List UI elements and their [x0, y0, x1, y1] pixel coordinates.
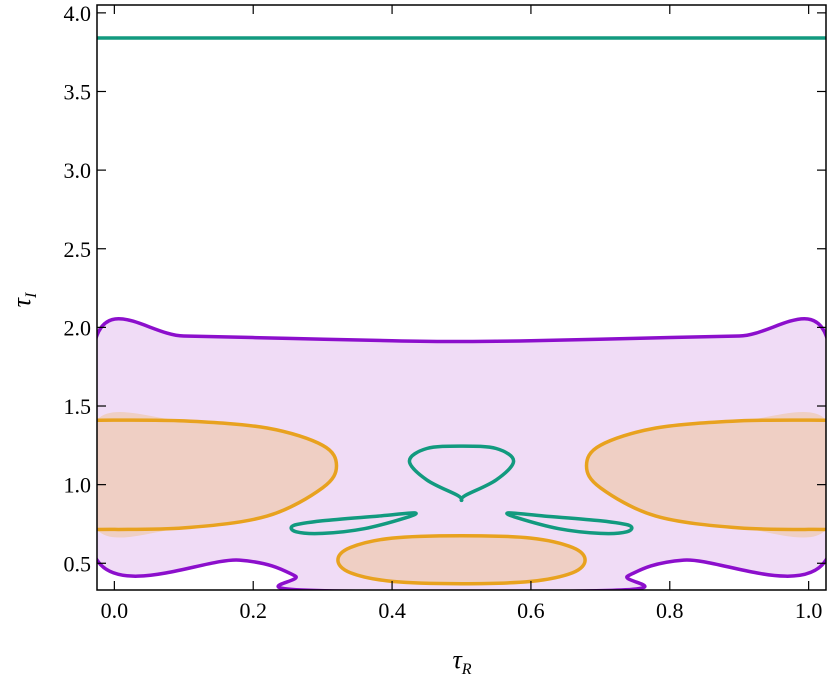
plot-frame [96, 4, 827, 591]
y-tick-label: 3.5 [64, 79, 92, 104]
x-tick-label: 0.4 [378, 598, 406, 623]
contour-line-2 [97, 418, 339, 532]
y-tick-label: 0.5 [64, 551, 92, 576]
contour-line-4 [336, 533, 587, 586]
x-tick-label: 0.6 [517, 598, 545, 623]
x-tick-label: 0.0 [101, 598, 129, 623]
y-tick-label: 1.0 [64, 473, 92, 498]
contour-line-1 [97, 316, 826, 590]
y-axis-label: τI [7, 292, 40, 307]
y-tick-label: 2.0 [64, 315, 92, 340]
x-axis-label: τR [452, 645, 471, 678]
contour-line-7 [505, 511, 634, 536]
y-axis-ticks: 0.5 1.0 1.5 2.0 2.5 3.0 3.5 4.0 [64, 1, 826, 576]
y-tick-label: 3.0 [64, 158, 92, 183]
y-tick-label: 2.5 [64, 237, 92, 262]
x-tick-label: 0.2 [239, 598, 267, 623]
contour-line-5 [407, 444, 516, 503]
contour-line-3 [584, 418, 826, 532]
contour-fill-1 [97, 318, 826, 590]
x-axis-ticks: 0.0 0.2 0.4 0.6 0.8 1.0 [101, 5, 823, 623]
x-tick-label: 0.8 [656, 598, 684, 623]
y-tick-label: 1.5 [64, 394, 92, 419]
x-tick-label: 1.0 [795, 598, 823, 623]
y-tick-label: 4.0 [64, 1, 92, 26]
contour-lines [97, 36, 826, 590]
contour-fills [97, 318, 826, 590]
contour-line-6 [289, 511, 418, 536]
contour-fill-3 [586, 412, 826, 538]
contour-fill-2 [97, 412, 337, 538]
contour-fill-4 [337, 535, 586, 584]
